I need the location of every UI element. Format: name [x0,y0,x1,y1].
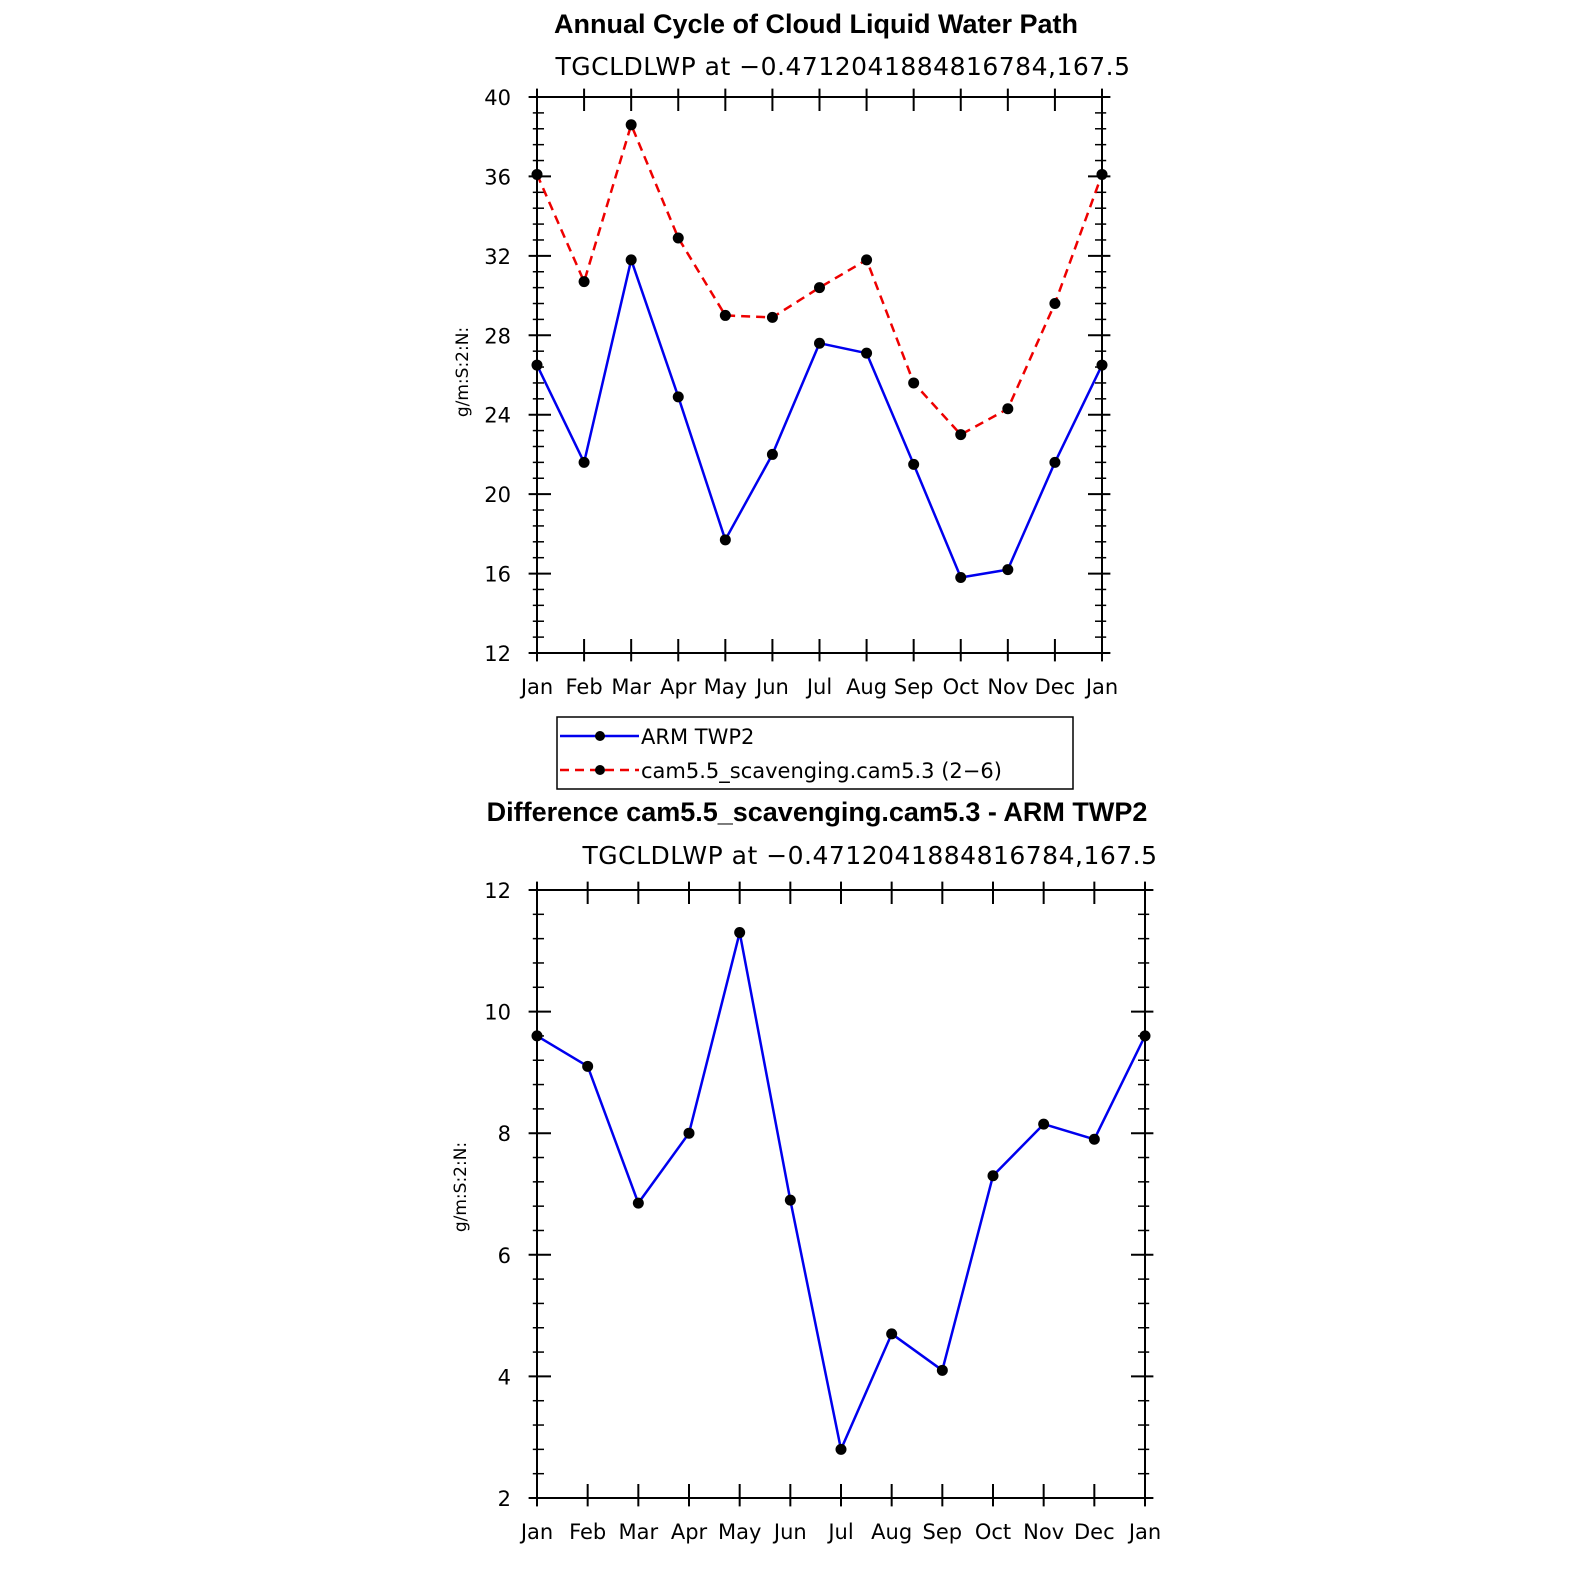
data-point [683,1127,695,1139]
data-point [908,458,920,470]
x-tick-label: Aug [846,675,887,699]
data-point [835,1443,847,1455]
y-tick-label: 32 [484,245,511,269]
data-point [766,311,778,323]
y-axis-label: g/m:S:2:N: [451,1142,471,1232]
plot-frame [536,889,1146,1499]
x-tick-label: Feb [565,675,602,699]
data-point [625,254,637,266]
data-point [886,1328,898,1340]
x-tick-label: Aug [871,1520,912,1544]
y-tick-label: 4 [498,1365,511,1389]
y-tick-label: 12 [484,879,511,903]
x-tick-label: Sep [894,675,934,699]
y-tick-label: 8 [498,1122,511,1146]
data-point [719,534,731,546]
y-tick-label: 10 [484,1001,511,1025]
data-point [1049,298,1061,310]
data-point [1038,1118,1050,1130]
x-tick-label: Jul [826,1520,853,1544]
data-point [625,119,637,131]
legend-swatch-arm-marker [595,731,605,741]
x-tick-label: Jan [1084,675,1118,699]
legend-entry-arm: ARM TWP2 [641,725,754,749]
y-tick-label: 20 [484,483,511,507]
y-tick-label: 36 [484,165,511,189]
data-point [1139,1030,1151,1042]
y-tick-label: 28 [484,324,511,348]
data-point [578,456,590,468]
y-tick-label: 40 [484,86,511,110]
x-tick-label: Oct [943,675,979,699]
data-point [672,391,684,403]
y-tick-label: 24 [484,404,511,428]
x-tick-label: Jan [1127,1520,1161,1544]
data-point [531,359,543,371]
x-tick-label: Jun [772,1520,807,1544]
chart-subtitle: TGCLDLWP at −0.4712041884816784,167.5 [581,841,1157,870]
chart-title: Difference cam5.5_scavenging.cam5.3 - AR… [487,797,1148,827]
x-tick-label: Jan [519,1520,553,1544]
series-line-1 [535,123,1104,436]
y-tick-label: 16 [484,563,511,587]
data-point [861,254,873,266]
data-point [955,429,967,441]
x-tick-label: Jun [754,675,789,699]
data-point [1096,168,1108,180]
difference-panel: Difference cam5.5_scavenging.cam5.3 - AR… [451,797,1161,1544]
x-tick-label: May [704,675,747,699]
x-tick-label: Oct [975,1520,1011,1544]
x-tick-label: Mar [619,1520,659,1544]
legend-entry-cam: cam5.5_scavenging.cam5.3 (2−6) [641,759,1002,784]
data-point [814,282,825,294]
x-tick-label: Sep [923,1520,963,1544]
data-point [1096,359,1108,371]
legend: ARM TWP2 cam5.5_scavenging.cam5.3 (2−6) [556,716,1074,790]
data-point [1002,564,1014,576]
series-line-0 [535,258,1104,579]
data-point [734,927,746,939]
legend-box [556,716,1074,790]
x-tick-label: Jan [519,675,553,699]
data-point [1049,456,1061,468]
x-tick-label: Apr [671,1520,708,1544]
data-point [1088,1133,1100,1145]
data-point [908,377,920,389]
data-point [578,276,590,288]
y-tick-label: 6 [498,1244,511,1268]
x-tick-label: Apr [660,675,697,699]
chart-subtitle: TGCLDLWP at −0.4712041884816784,167.5 [554,52,1130,81]
x-tick-label: Dec [1074,1520,1115,1544]
y-tick-label: 12 [484,642,511,666]
data-point [987,1170,999,1182]
data-point [784,1194,796,1206]
data-point [814,337,825,349]
data-point [582,1060,594,1072]
x-tick-label: Feb [569,1520,606,1544]
legend-swatch-cam-marker [595,765,605,775]
y-axis-label: g/m:S:2:N: [453,327,473,417]
x-tick-label: Jul [805,675,832,699]
data-point [632,1197,644,1209]
chart-title: Annual Cycle of Cloud Liquid Water Path [554,9,1078,39]
data-point [861,347,873,359]
y-tick-label: 2 [498,1487,511,1511]
x-tick-label: Nov [987,675,1028,699]
data-point [719,309,731,321]
data-point [531,168,543,180]
data-point [936,1364,948,1376]
x-tick-label: Mar [611,675,651,699]
data-point [766,448,778,460]
data-point [955,572,967,584]
annual-cycle-panel: Annual Cycle of Cloud Liquid Water Path … [453,9,1130,790]
x-tick-label: Dec [1035,675,1076,699]
x-tick-label: May [718,1520,761,1544]
data-point [1002,403,1014,415]
data-point [531,1030,543,1042]
data-point [672,232,684,244]
series-line-0 [536,931,1147,1451]
plot-frame [536,96,1103,654]
x-tick-label: Nov [1023,1520,1064,1544]
